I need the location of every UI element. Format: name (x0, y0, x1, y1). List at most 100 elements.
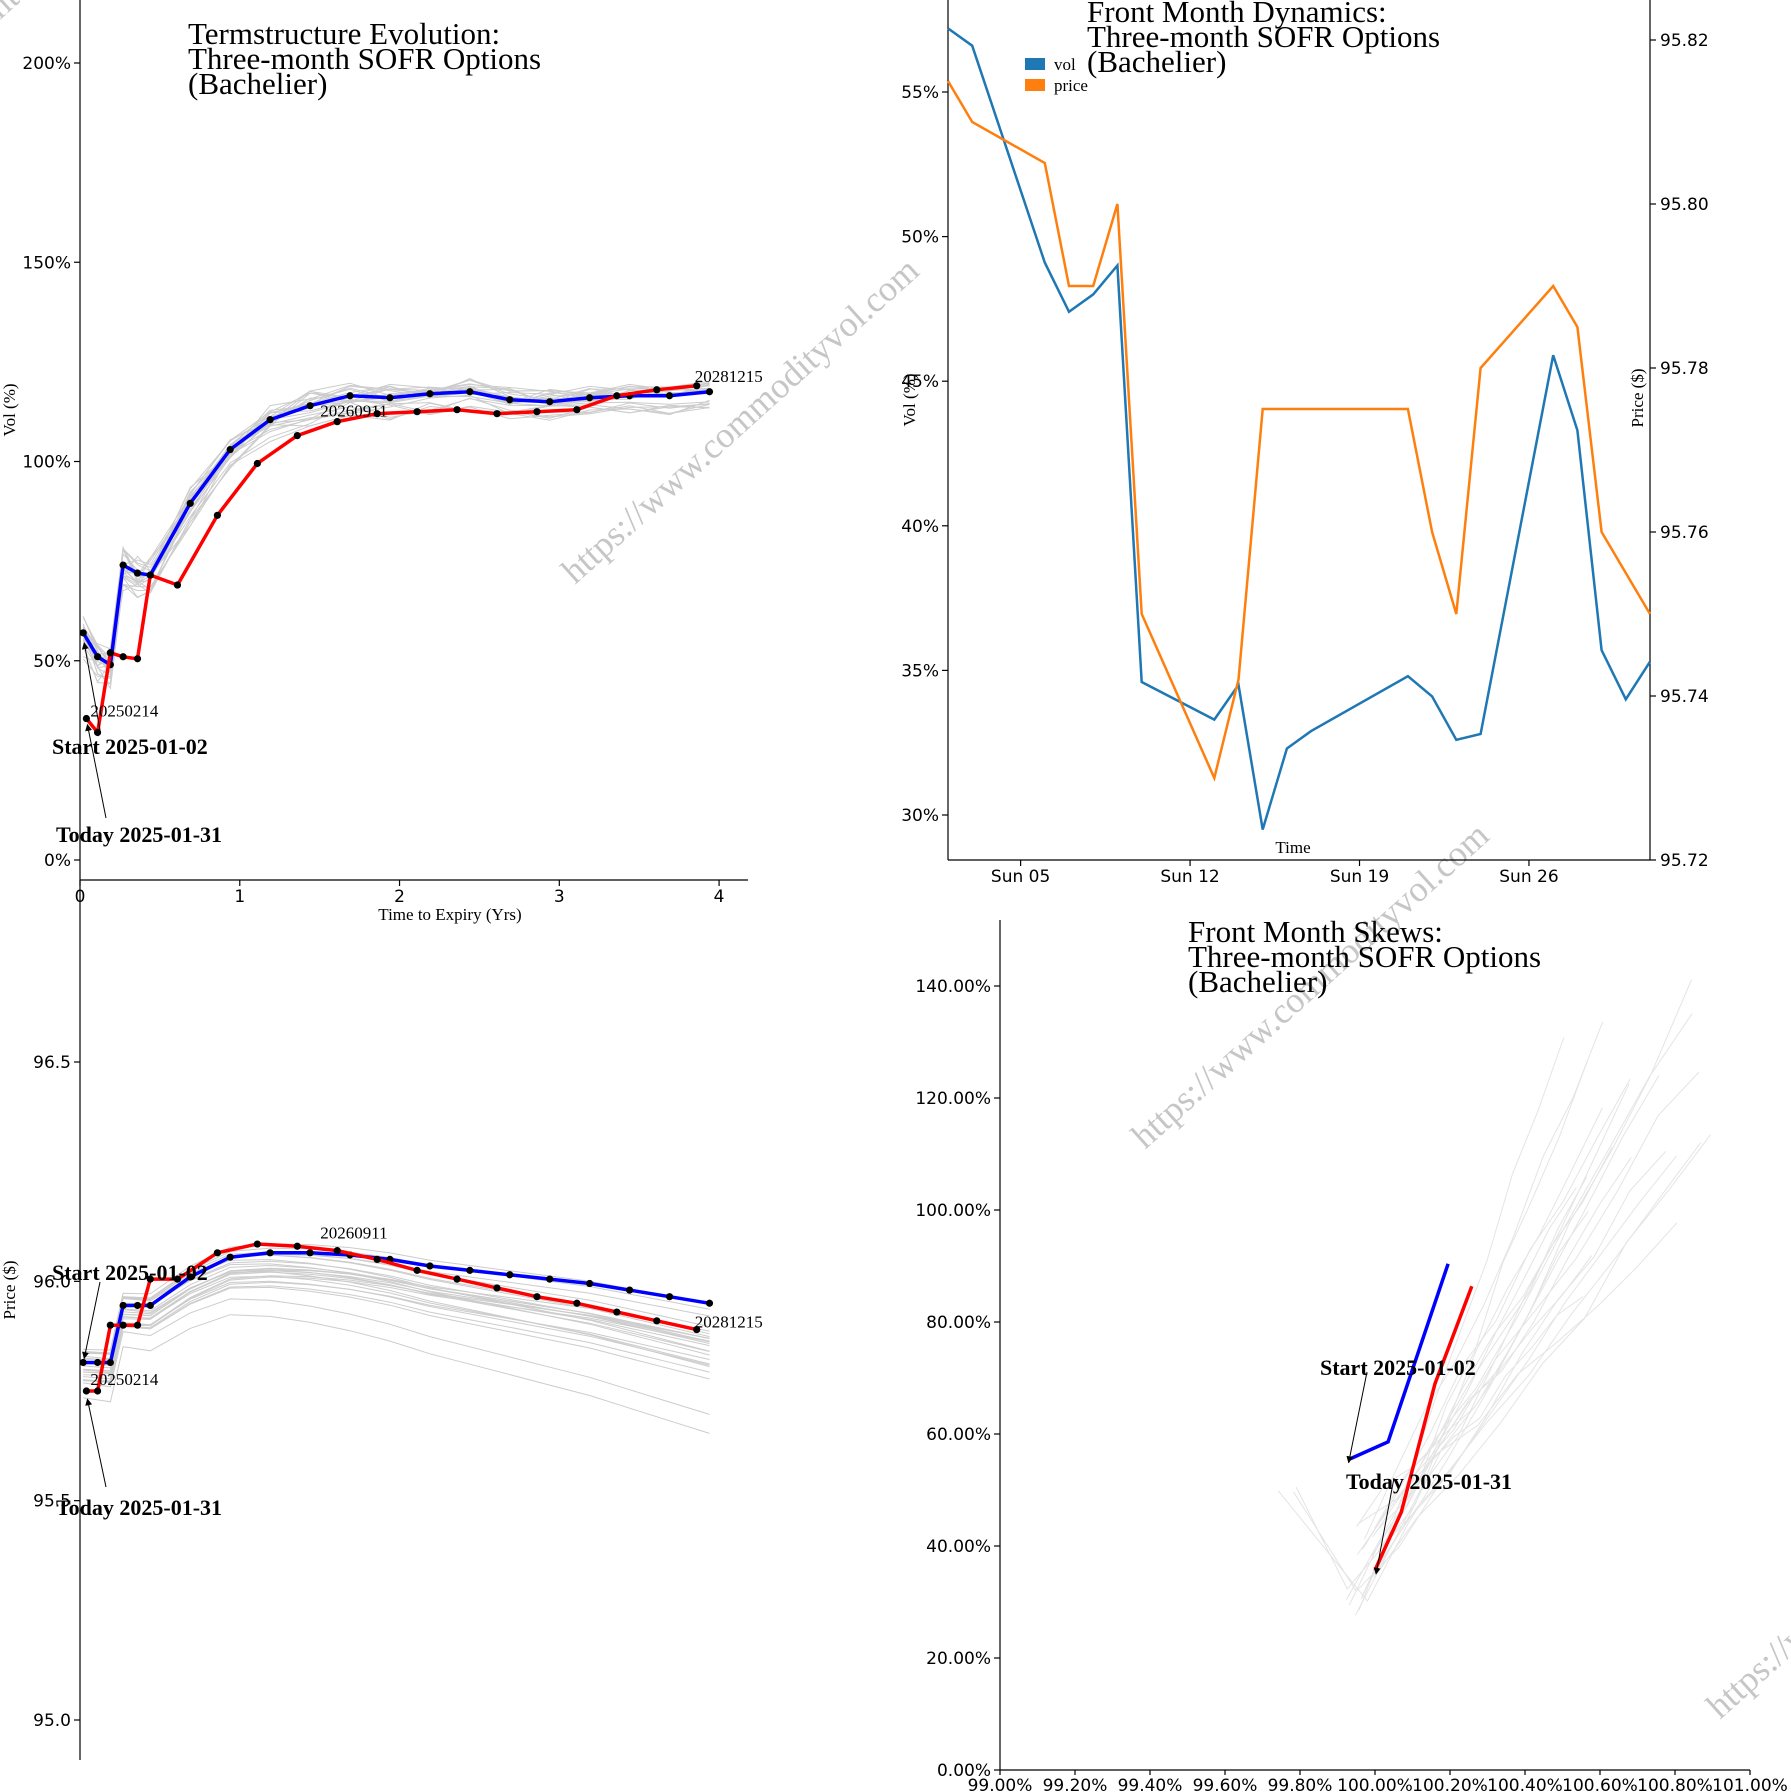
y-tick-label-right: 95.82 (1660, 31, 1709, 51)
y-tick-label: 80.00% (926, 1313, 991, 1333)
today-series-point (413, 408, 421, 416)
start-series-point (226, 1253, 234, 1261)
y-axis-label-right: Price ($) (1628, 368, 1647, 427)
today-annotation: Today 2025-01-31 (1346, 1469, 1512, 1494)
history-line (83, 1271, 710, 1374)
today-series-point (573, 1299, 581, 1307)
start-series-point (586, 394, 594, 402)
start-series-point (306, 402, 314, 410)
start-series-point (705, 388, 714, 396)
start-series-point (346, 392, 354, 400)
start-series-point (266, 1249, 274, 1257)
start-skew-line (1349, 1263, 1450, 1461)
start-series-point (266, 416, 274, 424)
history-skew-line (1375, 1296, 1584, 1532)
today-arrow (1373, 1477, 1395, 1575)
y-tick-label: 0.00% (937, 1761, 991, 1781)
watermark-text: https://www.commodityvol.com (1699, 1385, 1791, 1726)
today-series-point (373, 1255, 381, 1263)
today-series-point (173, 581, 182, 589)
x-tick-label: 2 (394, 887, 405, 907)
y-tick-label: 40% (901, 517, 939, 537)
expiry-label: 20260911 (320, 402, 387, 421)
history-line (83, 1275, 710, 1373)
x-tick-label: 100.80% (1637, 1776, 1713, 1792)
today-series-point (453, 1275, 461, 1283)
history-skew-line (1358, 1222, 1678, 1524)
termstructure-price-chart: 95.0 95.5 96.0 96.5 Price ($) 20250214 2026091… (0, 880, 763, 1760)
y-tick-label: 35% (901, 661, 939, 681)
today-series-point (133, 1321, 142, 1329)
today-series-point (146, 571, 154, 579)
y-axis-label: Vol (%) (0, 383, 19, 436)
expiry-label: 20281215 (695, 367, 763, 386)
today-series-point (119, 653, 127, 661)
today-series-point (146, 1275, 154, 1283)
start-series-point (546, 398, 554, 406)
legend-price-swatch (1025, 79, 1045, 91)
start-series-point (119, 1301, 127, 1310)
history-line (83, 1251, 710, 1354)
y-tick-label: 95.0 (33, 1711, 71, 1731)
start-series-point (93, 1358, 102, 1367)
start-series-point (119, 561, 127, 569)
chart-title: (Bachelier) (1188, 964, 1327, 999)
start-series-point (506, 1271, 514, 1279)
history-skew-line (1371, 1157, 1632, 1557)
today-annotation: Today 2025-01-31 (56, 822, 222, 847)
chart-title: Front Month Skews: (1188, 914, 1443, 949)
x-tick-label: 99.60% (1193, 1776, 1258, 1792)
history-line (83, 384, 710, 660)
start-series-point (386, 394, 394, 402)
x-tick-label: Sun 19 (1330, 867, 1389, 887)
history-skew-line (1355, 1083, 1630, 1616)
x-axis-label: Time (1275, 838, 1310, 857)
vol-series-line (947, 27, 1652, 830)
history-skew-line (1277, 979, 1693, 1602)
history-skew-line (1357, 1176, 1588, 1555)
start-annotation: Start 2025-01-02 (52, 734, 208, 759)
history-skew-line (1364, 1021, 1604, 1540)
today-series-point (533, 408, 541, 416)
y-tick-label-right: 95.72 (1660, 851, 1709, 871)
chart-title: (Bachelier) (1087, 44, 1226, 79)
y-tick-label: 40.00% (926, 1537, 991, 1557)
history-skew-line (1378, 1150, 1667, 1551)
y-tick-label: 45% (901, 372, 939, 392)
chart-title: Three-month SOFR Options (1087, 19, 1440, 54)
start-series-point (665, 392, 674, 400)
x-tick-label: 100.60% (1562, 1776, 1638, 1792)
start-series-point (426, 390, 434, 398)
x-tick-label: 100.00% (1337, 1776, 1413, 1792)
history-line (83, 1267, 710, 1372)
front-month-skews-chart: 0.00% 20.00% 40.00% 60.00% 80.00% 100.00% 120.… (915, 914, 1787, 1792)
price-series-line (946, 80, 1652, 782)
today-series-point (693, 1325, 701, 1334)
today-series-point (533, 1293, 541, 1301)
expiry-label: 20250214 (90, 1370, 159, 1389)
today-series-point (373, 410, 381, 418)
y-tick-label: 20.00% (926, 1649, 991, 1669)
today-annotation: Today 2025-01-31 (56, 1495, 222, 1520)
history-line (83, 1264, 710, 1366)
history-skew-line (1362, 1079, 1631, 1550)
today-series-point (613, 1308, 621, 1316)
start-series-point (466, 388, 474, 396)
expiry-label: 20250214 (90, 702, 159, 721)
x-tick-label: 99.40% (1118, 1776, 1183, 1792)
start-series-point (106, 1358, 114, 1367)
x-tick-label: Sun 26 (1499, 867, 1558, 887)
start-arrow (1346, 1371, 1368, 1464)
history-line (83, 1314, 710, 1434)
today-series-point (106, 649, 114, 657)
history-skew-line (1379, 1155, 1677, 1562)
today-series-point (613, 392, 621, 400)
watermark-text: https://www.commodityvol.com (554, 250, 927, 591)
start-series-point (705, 1299, 714, 1307)
y-tick-label: 60.00% (926, 1425, 991, 1445)
chart-title: Three-month SOFR Options (1188, 939, 1541, 974)
y-tick-label: 140.00% (915, 977, 991, 997)
today-series-point (82, 1387, 90, 1395)
today-series-point (106, 1321, 114, 1329)
